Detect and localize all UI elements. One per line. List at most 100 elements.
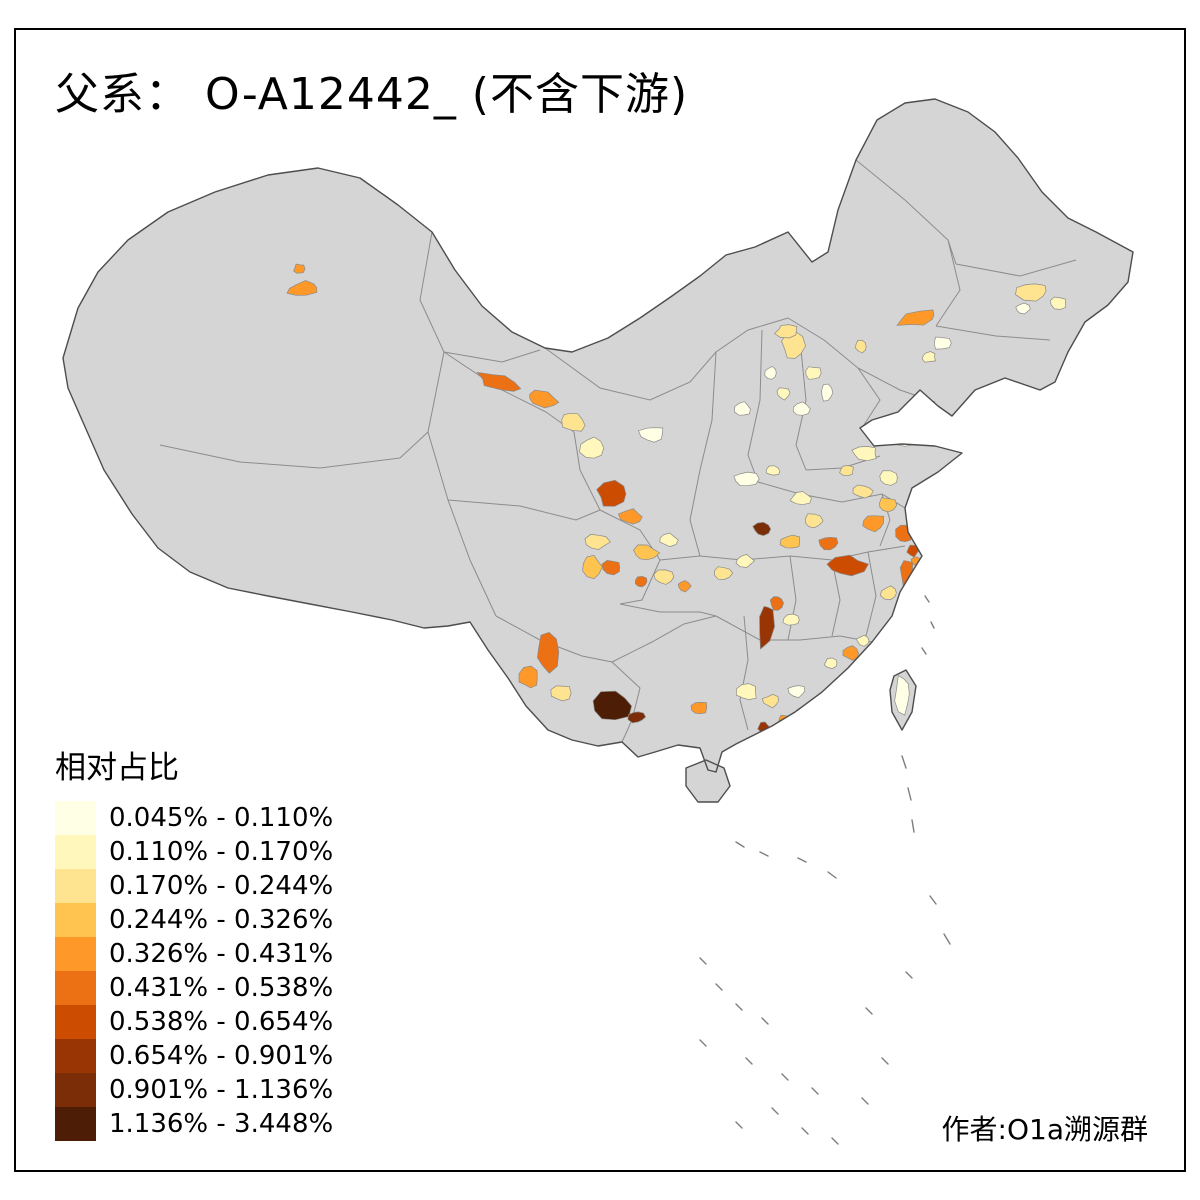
region-anhui-central	[879, 497, 898, 513]
region-guangxi-west-orange	[690, 702, 708, 714]
region-liaoning-south-white	[933, 336, 952, 350]
legend-swatch	[55, 1073, 96, 1107]
hainan-island-shape	[686, 760, 730, 802]
region-henan-south-orange	[826, 554, 869, 577]
legend-row: 0.110% - 0.170%	[55, 835, 333, 869]
region-hebei-central-pale	[776, 387, 791, 401]
legend-swatch	[55, 801, 96, 835]
province-borders	[159, 159, 1077, 743]
choropleth-regions	[286, 263, 1067, 733]
region-hebei-north	[781, 331, 806, 359]
region-gansu-corridor-east	[529, 389, 560, 409]
south-china-sea-islands	[699, 595, 951, 1145]
legend-row: 0.538% - 0.654%	[55, 1005, 333, 1039]
legend-row: 0.045% - 0.110%	[55, 801, 333, 835]
region-hubei-central	[779, 534, 801, 549]
legend-label: 0.110% - 0.170%	[109, 837, 334, 867]
region-anhui-north-pale	[852, 484, 874, 499]
legend-label: 0.170% - 0.244%	[109, 871, 334, 901]
region-liaoning-orange	[896, 309, 935, 326]
region-xinjiang-shihezi	[286, 280, 318, 296]
region-sichuan-northeast-pale	[659, 532, 679, 547]
legend-row: 0.170% - 0.244%	[55, 869, 333, 903]
region-fujian-pale	[855, 634, 870, 647]
region-ningxia-pale	[579, 436, 605, 459]
legend-swatch	[55, 937, 96, 971]
region-henan-west-pale	[733, 471, 760, 487]
region-hebei-west-pale	[764, 365, 777, 380]
legend-rows: 0.045% - 0.110% 0.110% - 0.170% 0.170% - 0…	[55, 801, 333, 1141]
region-henan-central-orange	[818, 536, 839, 551]
region-liaoning-central-pale	[921, 351, 936, 363]
legend-label: 0.244% - 0.326%	[109, 905, 334, 935]
region-sichuan-southwest	[582, 554, 603, 580]
region-hunan-dark-strip	[759, 606, 775, 650]
legend-row: 0.244% - 0.326%	[55, 903, 333, 937]
region-hubei-south-pale	[735, 554, 755, 568]
region-sichuan-east	[633, 544, 661, 561]
region-tianjin	[821, 383, 834, 402]
legend-swatch	[55, 1005, 96, 1039]
legend-label: 0.431% - 0.538%	[109, 973, 334, 1003]
taiwan-outline	[889, 669, 917, 731]
legend-row: 0.326% - 0.431%	[55, 937, 333, 971]
region-jiangxi-south-pale	[823, 657, 838, 669]
legend-label: 0.045% - 0.110%	[109, 803, 334, 833]
region-henan-north2-pale	[765, 465, 781, 476]
region-beijing	[805, 366, 822, 380]
region-chongqing-east	[677, 580, 692, 593]
region-yunnan-guangxi-dark	[627, 711, 647, 724]
legend-swatch	[55, 1107, 96, 1141]
region-guangdong-pearl	[778, 714, 792, 725]
legend-row: 0.901% - 1.136%	[55, 1073, 333, 1107]
region-guizhou-north-orange	[635, 575, 648, 588]
region-heilongjiang-pale	[1015, 302, 1031, 315]
region-jilin-east-pale	[1049, 296, 1067, 310]
region-guangxi-east	[761, 694, 779, 709]
region-zhejiang-pale	[879, 585, 897, 601]
legend-label: 0.326% - 0.431%	[109, 939, 334, 969]
region-yunnan-southeast-darkest	[592, 690, 632, 721]
region-sichuan-chengdu	[617, 508, 643, 525]
region-neimenggu-east-pale	[855, 339, 867, 354]
legend-label: 0.538% - 0.654%	[109, 1007, 334, 1037]
region-sichuan-south-orange	[601, 560, 621, 576]
legend-label: 0.901% - 1.136%	[109, 1075, 334, 1105]
region-yunnan-west	[518, 665, 538, 689]
legend-label: 1.136% - 3.448%	[109, 1109, 334, 1139]
region-neimenggu-central-pale	[773, 324, 798, 339]
region-guangdong-north-pale	[787, 685, 806, 699]
region-henan-pale	[805, 513, 824, 529]
region-shandong-south-pale	[851, 446, 877, 462]
legend-swatch	[55, 835, 96, 869]
region-chongqing	[653, 569, 675, 585]
country-outline	[62, 98, 1134, 803]
region-henan-north-pale	[789, 491, 812, 506]
legend-swatch	[55, 971, 96, 1005]
region-hunan-east-pale	[782, 613, 800, 626]
region-guangxi-central-pale	[735, 683, 757, 700]
region-jilin-pale	[1015, 283, 1047, 302]
region-sichuan-north-dark	[596, 479, 627, 507]
region-yunnan-central-pale	[550, 685, 572, 702]
legend-swatch	[55, 903, 96, 937]
region-yunnan-northwest-orange	[537, 632, 560, 674]
region-xinjiang-spot-small	[293, 263, 306, 274]
region-hubei-west-dark	[752, 521, 772, 536]
region-fujian-orange	[842, 645, 859, 661]
region-sichuan-west-pale	[584, 533, 611, 550]
region-shaanxi-north-pale	[638, 427, 664, 443]
map-title: 父系： O-A12442_ (不含下游)	[55, 69, 689, 120]
legend-label: 0.654% - 0.901%	[109, 1041, 334, 1071]
author-credit: 作者:O1a溯源群	[941, 1113, 1148, 1146]
legend-row: 0.654% - 0.901%	[55, 1039, 333, 1073]
mainland-china-shape	[63, 99, 1133, 772]
legend-row: 0.431% - 0.538%	[55, 971, 333, 1005]
region-shanxi-pale	[733, 401, 751, 416]
legend: 相对占比 0.045% - 0.110% 0.110% - 0.170% 0.170…	[55, 742, 333, 1141]
region-hunan-north-orange	[769, 596, 784, 611]
legend-row: 1.136% - 3.448%	[55, 1107, 333, 1141]
legend-swatch	[55, 869, 96, 903]
region-shandong-west	[839, 465, 854, 477]
